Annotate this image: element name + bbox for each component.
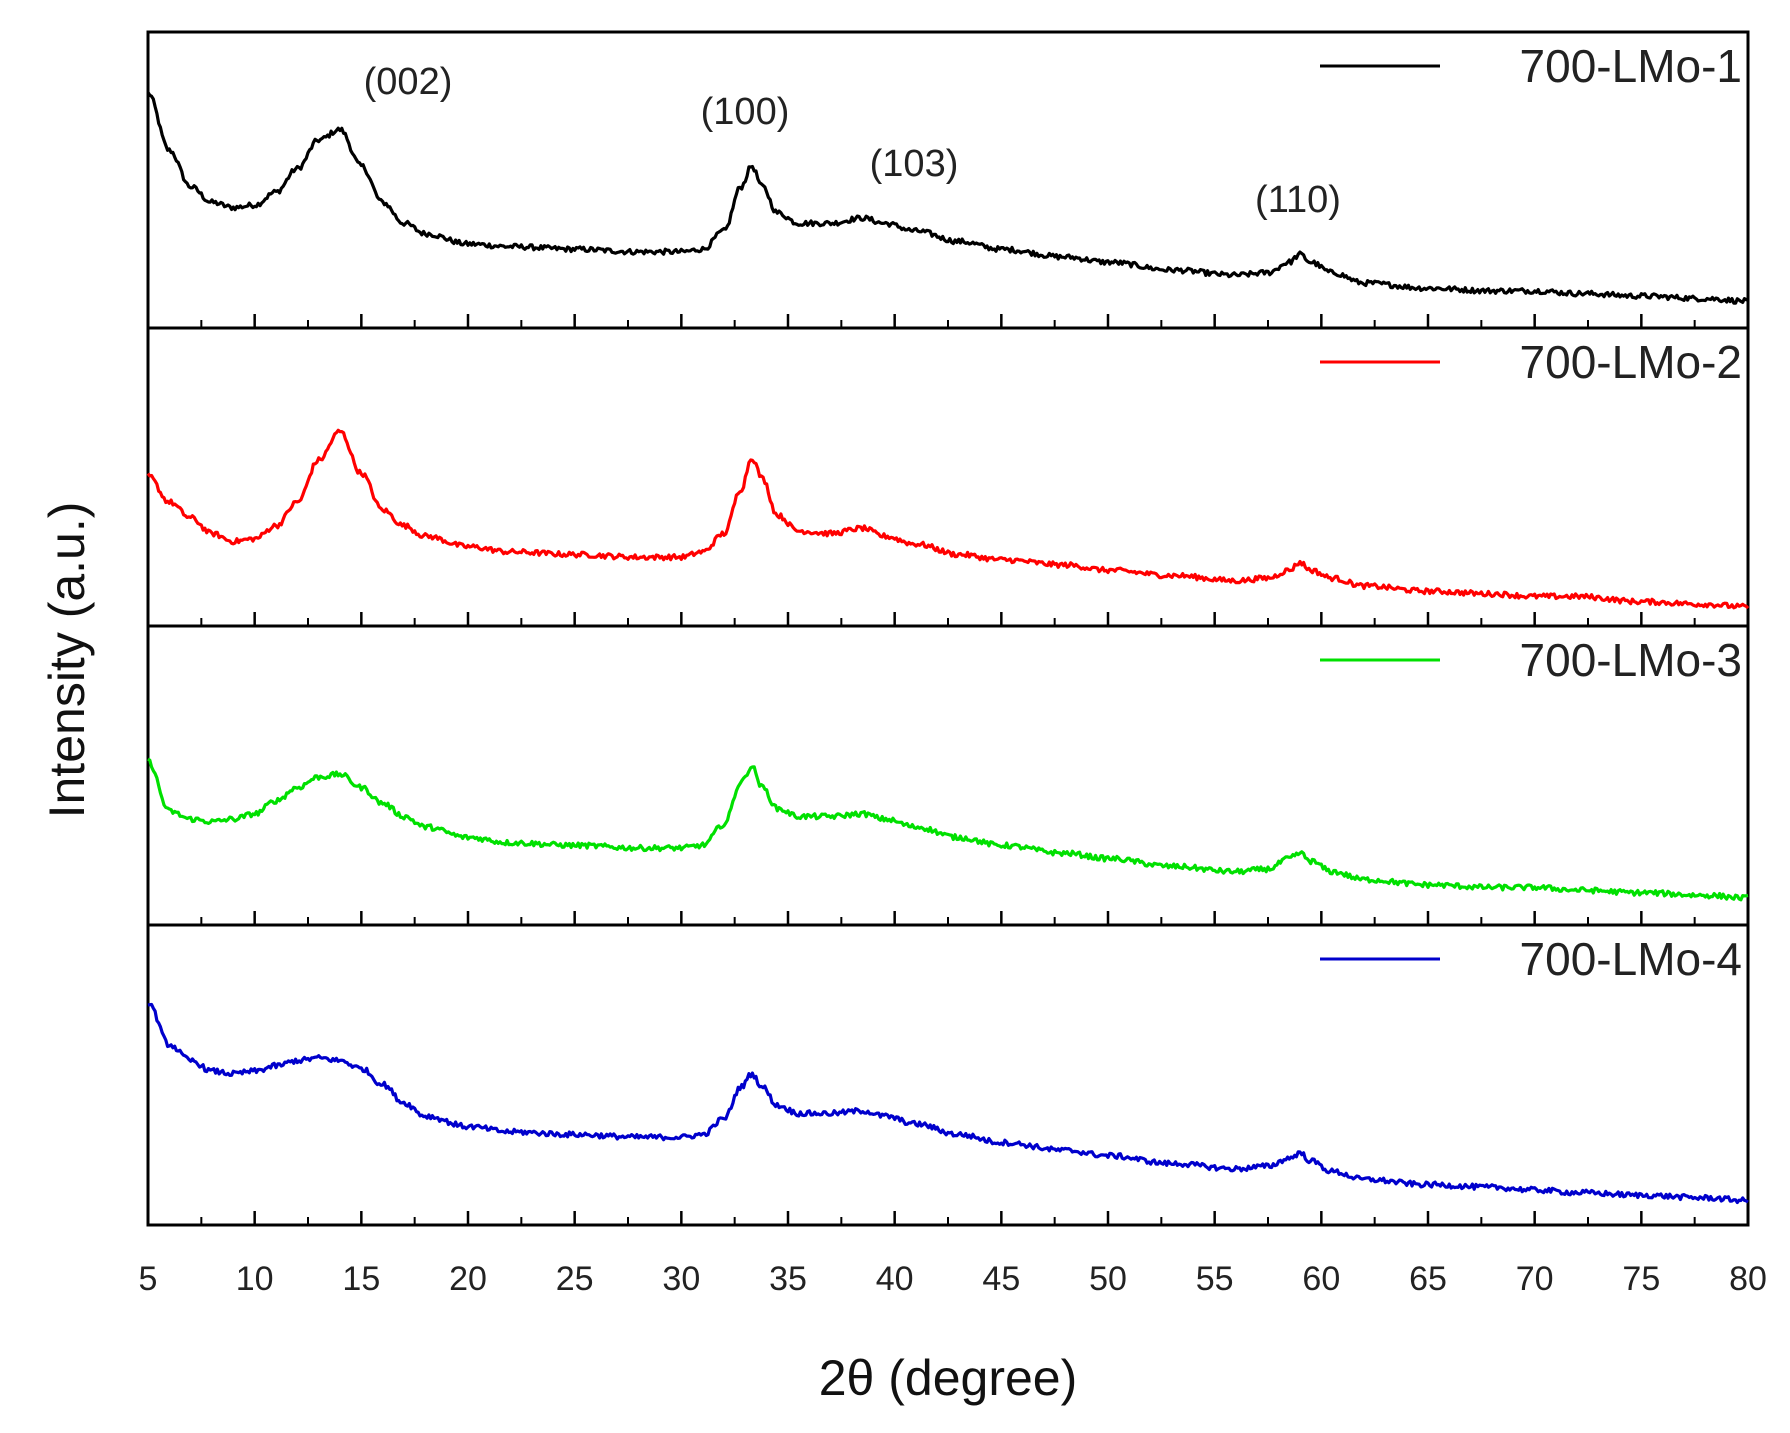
x-tick-label: 5 xyxy=(139,1260,158,1298)
x-tick-label: 10 xyxy=(236,1260,274,1298)
x-tick-label: 75 xyxy=(1622,1260,1660,1298)
x-tick-label: 40 xyxy=(876,1260,914,1298)
x-tick-label: 30 xyxy=(662,1260,700,1298)
x-tick-label: 15 xyxy=(342,1260,380,1298)
x-tick-label: 80 xyxy=(1729,1260,1767,1298)
x-tick-label: 35 xyxy=(769,1260,807,1298)
x-tick-label: 20 xyxy=(449,1260,487,1298)
legend-label-2: 700-LMo-2 xyxy=(1520,336,1742,388)
x-tick-label: 45 xyxy=(982,1260,1020,1298)
series-line-3 xyxy=(147,757,1749,902)
series-line-4 xyxy=(147,1002,1749,1205)
x-tick-labels: 5 10 15 20 25 30 35 40 45 50 55 60 65 70 75 80 xyxy=(139,1260,1767,1298)
series-line-1 xyxy=(146,91,1749,305)
x-tick-label: 60 xyxy=(1302,1260,1340,1298)
peak-label: (002) xyxy=(364,61,453,103)
x-tick-label: 50 xyxy=(1089,1260,1127,1298)
series-line-2 xyxy=(146,428,1750,610)
panel-4: 700-LMo-4 xyxy=(146,923,1750,1227)
peak-label: (110) xyxy=(1255,179,1341,221)
panel-1: 700-LMo-1 (002) (100) (103) (110) xyxy=(146,30,1750,330)
y-axis-title: Intensity (a.u.) xyxy=(39,502,95,819)
legend-label-1: 700-LMo-1 xyxy=(1520,40,1742,92)
peak-label: (100) xyxy=(701,91,790,133)
legend-label-3: 700-LMo-3 xyxy=(1520,634,1742,686)
x-tick-label: 70 xyxy=(1516,1260,1554,1298)
legend-label-4: 700-LMo-4 xyxy=(1520,933,1742,985)
x-axis-title: 2θ (degree) xyxy=(819,1350,1078,1406)
plot-panels: 700-LMo-1 (002) (100) (103) (110) 700-LMo-2 70… xyxy=(146,30,1750,1227)
x-tick-label: 55 xyxy=(1196,1260,1234,1298)
peak-label: (103) xyxy=(870,143,959,185)
x-tick-label: 65 xyxy=(1409,1260,1447,1298)
x-tick-label: 25 xyxy=(556,1260,594,1298)
